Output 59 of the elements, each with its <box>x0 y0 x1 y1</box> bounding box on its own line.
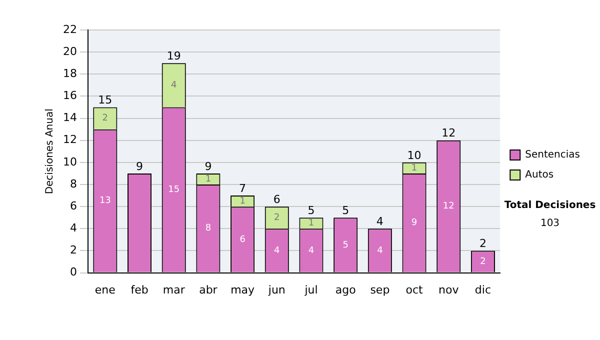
data-label: 4 <box>308 246 314 256</box>
total-label: 5 <box>308 204 315 217</box>
y-tick-label: 6 <box>70 199 77 212</box>
y-tick-label: 16 <box>62 89 77 102</box>
x-tick-label: oct <box>406 283 424 296</box>
data-label: 8 <box>205 224 212 234</box>
total-label: 9 <box>204 160 212 173</box>
y-tick-label: 10 <box>62 155 77 168</box>
x-tick-label: jun <box>267 283 286 296</box>
y-tick-label: 12 <box>62 133 77 146</box>
data-label: 12 <box>442 202 454 212</box>
total-label: 5 <box>342 204 350 217</box>
data-label: 4 <box>170 80 177 91</box>
y-tick-label: 18 <box>62 67 77 80</box>
data-label: 1 <box>205 174 212 184</box>
x-tick-label: nov <box>438 283 460 296</box>
x-tick-label: dic <box>474 283 492 296</box>
y-tick-label: 22 <box>62 22 77 36</box>
data-label: 15 <box>168 185 180 196</box>
legend-label: Sentencias <box>525 150 580 161</box>
data-label: 1 <box>240 196 246 206</box>
data-label: 6 <box>240 234 246 245</box>
y-tick-label: 2 <box>70 244 77 257</box>
x-tick-label: may <box>230 283 256 296</box>
total-label: 9 <box>136 160 144 173</box>
x-tick-label: ene <box>94 283 116 296</box>
data-label: 2 <box>102 114 108 124</box>
total-label: 12 <box>442 126 456 140</box>
data-label: 4 <box>377 246 384 256</box>
data-label: 2 <box>480 256 486 267</box>
x-tick-label: ago <box>335 283 356 296</box>
x-tick-label: abr <box>199 283 218 296</box>
text: 103 <box>539 218 561 229</box>
data-label: 4 <box>274 246 280 256</box>
total-label: 6 <box>273 192 280 206</box>
y-tick-label: 0 <box>70 266 77 279</box>
total-label: 2 <box>479 237 486 250</box>
legend-label: Autos <box>525 170 554 181</box>
y-tick-label: 14 <box>62 111 77 124</box>
data-label: 13 <box>99 196 111 206</box>
total-label: 7 <box>239 182 246 195</box>
data-label: 5 <box>342 240 348 250</box>
total-label: 19 <box>166 49 181 62</box>
x-tick-label: sep <box>370 283 390 296</box>
y-axis-title: Decisiones Anual <box>44 108 56 194</box>
total-label: 15 <box>98 94 112 107</box>
y-tick-label: 4 <box>70 222 77 235</box>
y-tick-label: 20 <box>62 44 77 58</box>
y-tick-label: 8 <box>70 177 77 190</box>
data-label: 1 <box>308 218 314 228</box>
total-label: 10 <box>407 148 422 162</box>
data-label: 1 <box>411 163 418 174</box>
x-tick-label: feb <box>130 283 148 296</box>
data-label: 2 <box>274 212 280 223</box>
text: Total Decisiones <box>503 200 597 211</box>
total-label: 4 <box>376 215 384 228</box>
x-tick-label: jul <box>304 283 318 296</box>
x-tick-label: mar <box>162 283 186 296</box>
data-label: 9 <box>411 218 418 228</box>
